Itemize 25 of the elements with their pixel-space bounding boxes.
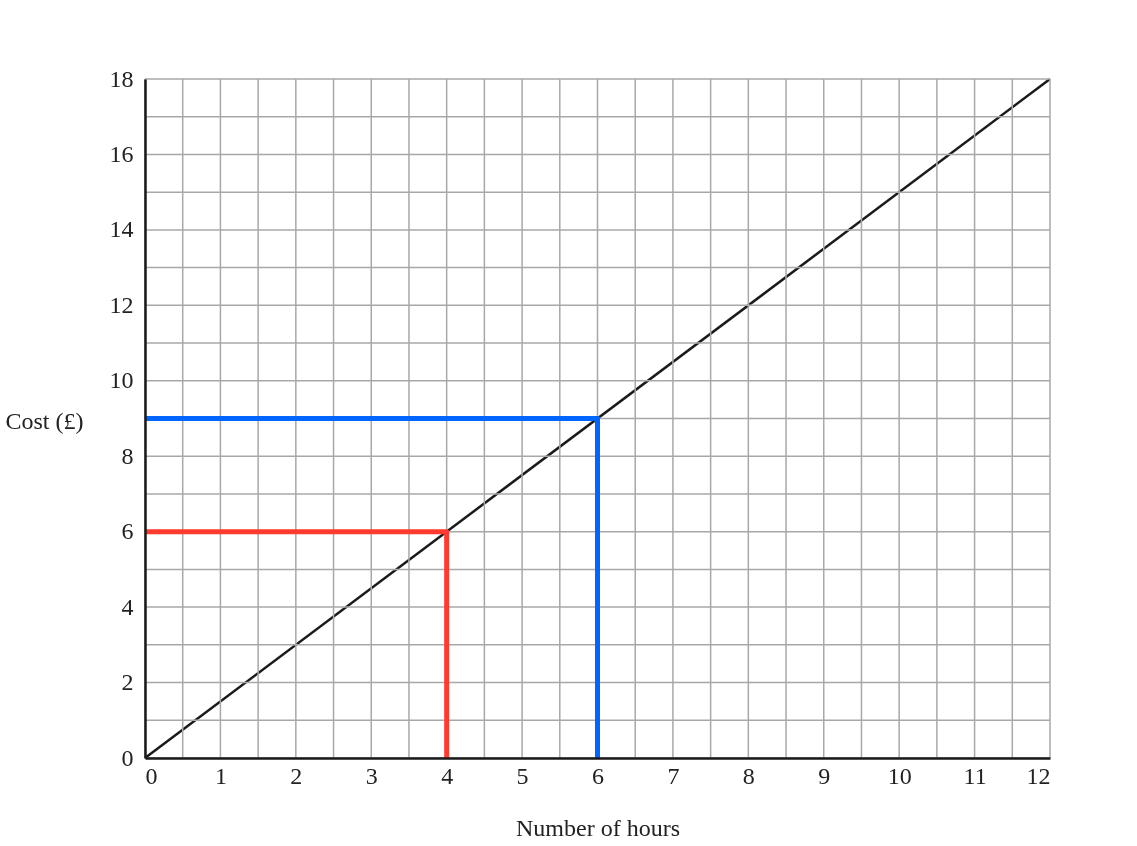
- x-tick-label: 8: [742, 762, 755, 789]
- x-tick-label: 1: [214, 762, 227, 789]
- y-axis-title: Cost (£): [5, 407, 84, 434]
- x-tick-label: 5: [516, 762, 529, 789]
- y-tick-label: 16: [109, 140, 134, 167]
- x-tick-label: 6: [592, 762, 604, 789]
- x-tick-label: 10: [887, 762, 912, 789]
- y-tick-label: 4: [121, 593, 134, 620]
- y-tick-label: 12: [109, 291, 134, 318]
- y-tick-label: 14: [109, 216, 134, 243]
- x-tick-label: 9: [818, 762, 831, 789]
- x-tick-label: 12: [1026, 762, 1051, 789]
- x-tick-label: 4: [441, 762, 454, 789]
- y-tick-label: 8: [121, 442, 134, 469]
- y-tick-label: 10: [109, 367, 134, 394]
- x-tick-label: 7: [667, 762, 680, 789]
- x-tick-label: 2: [290, 762, 303, 789]
- y-tick-label: 6: [121, 518, 134, 545]
- y-tick-label: 2: [121, 669, 134, 696]
- y-tick-label: 0: [121, 744, 134, 771]
- x-axis-title: Number of hours: [516, 814, 680, 841]
- x-tick-label: 0: [145, 762, 158, 789]
- y-tick-label: 18: [109, 65, 134, 92]
- x-tick-label: 11: [963, 762, 987, 789]
- x-tick-label: 3: [365, 762, 378, 789]
